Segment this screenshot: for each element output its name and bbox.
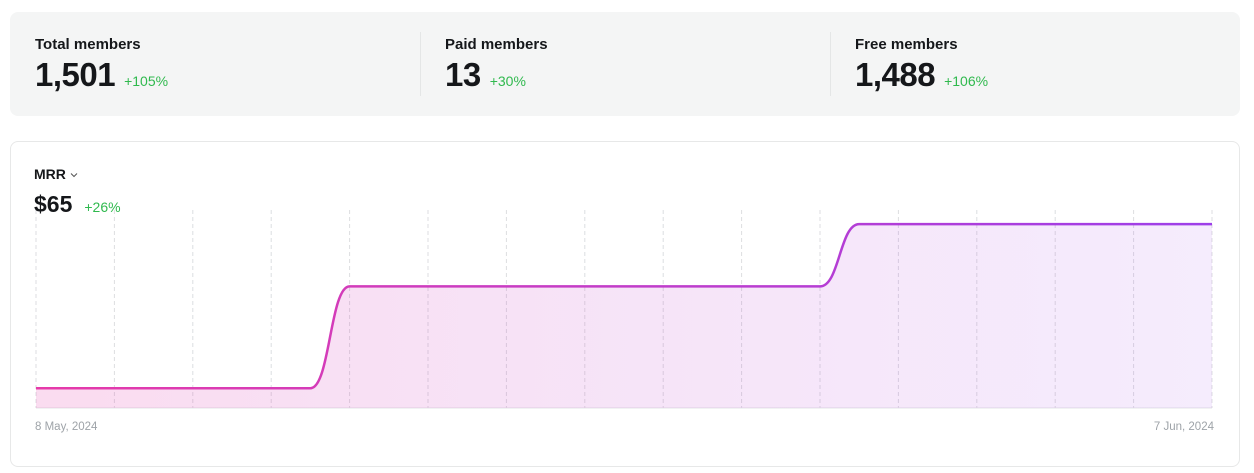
area [36,224,1212,408]
stat: Paid members 13 +30% [420,12,830,116]
line [36,222,1212,390]
stat-label: Total members [35,36,141,53]
stat-change: +105% [124,73,169,89]
stat: Total members 1,501 +105% [10,12,420,116]
chart-card [10,141,1240,467]
metric-row: $65 +26% [34,191,121,218]
chart-title: MRR [34,166,66,182]
stat-value: 13 [445,56,481,93]
metric-value: $65 [34,191,73,217]
stat-value: 1,488 [855,56,936,93]
stat-row: 1,501 +105% [35,56,168,94]
x-tick-label: 7 Jun, 2024 [1154,421,1215,433]
stat-change: +30% [489,73,526,89]
chevron-icon [70,173,78,178]
stat-row: 1,488 +106% [855,56,988,94]
stat-label: Free members [855,36,958,53]
stat-change: +106% [944,73,989,89]
stat-row: 13 +30% [445,56,526,94]
metric-dropdown[interactable]: MRR [34,166,78,182]
stat-label: Paid members [445,36,548,53]
x-tick-label: 8 May, 2024 [35,421,98,433]
stat: Free members 1,488 +106% [830,12,1240,116]
stats-card: Total members 1,501 +105% Paid members 13… [10,12,1240,116]
stat-value: 1,501 [35,56,116,93]
metric-change: +26% [84,199,121,215]
